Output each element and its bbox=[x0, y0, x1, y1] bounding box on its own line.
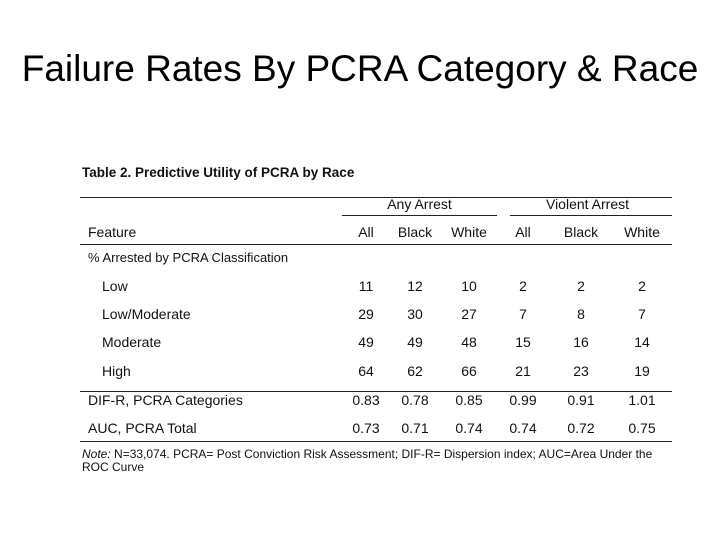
table-cell: 0.74 bbox=[455, 420, 483, 436]
table-cell: 21 bbox=[515, 363, 531, 379]
any-arrest-rule bbox=[342, 215, 497, 216]
table-cell: 23 bbox=[573, 363, 589, 379]
group-header-violent-arrest: Violent Arrest bbox=[545, 196, 629, 212]
feature-header: Feature bbox=[88, 224, 137, 240]
bottom-rule bbox=[80, 441, 672, 442]
table-cell: 0.72 bbox=[567, 420, 595, 436]
results-table: Table 2. Predictive Utility of PCRA by R… bbox=[80, 165, 672, 480]
table-cell: 0.99 bbox=[509, 392, 537, 408]
table-cell: 0.73 bbox=[352, 420, 380, 436]
table-cell: 2 bbox=[519, 278, 527, 294]
table-cell: 16 bbox=[573, 334, 589, 350]
table-cell: 11 bbox=[358, 278, 374, 294]
table-cell: 49 bbox=[407, 334, 423, 350]
table-cell: 12 bbox=[407, 278, 423, 294]
table-cell: 2 bbox=[638, 278, 646, 294]
table-cell: 7 bbox=[519, 306, 527, 322]
table-cell: 1.01 bbox=[628, 392, 656, 408]
table-cell: 0.74 bbox=[509, 420, 537, 436]
table-cell: 0.71 bbox=[401, 420, 429, 436]
table-cell: 48 bbox=[461, 334, 477, 350]
table-cell: 29 bbox=[358, 306, 374, 322]
row-label: Low bbox=[102, 278, 128, 294]
column-header: All bbox=[358, 224, 374, 240]
slide-title: Failure Rates By PCRA Category & Race bbox=[21, 48, 699, 89]
table-cell: 2 bbox=[577, 278, 585, 294]
table-cell: 64 bbox=[358, 363, 374, 379]
table-cell: 27 bbox=[461, 306, 477, 322]
note-label: Note: bbox=[82, 447, 111, 461]
table-cell: 0.83 bbox=[352, 392, 380, 408]
note-text: N=33,074. PCRA= Post Conviction Risk Ass… bbox=[82, 447, 653, 474]
top-rule bbox=[80, 197, 672, 198]
table-cell: 7 bbox=[638, 306, 646, 322]
table-cell: 0.78 bbox=[401, 392, 429, 408]
table-cell: 14 bbox=[634, 334, 650, 350]
mid-rule bbox=[80, 391, 672, 392]
violent-arrest-rule bbox=[510, 215, 672, 216]
column-header: Black bbox=[397, 224, 433, 240]
table-cell: 62 bbox=[407, 363, 423, 379]
row-label: Moderate bbox=[102, 334, 162, 350]
header-rule bbox=[80, 244, 672, 245]
table-cell: 0.75 bbox=[628, 420, 656, 436]
column-header: White bbox=[451, 224, 487, 240]
table-cell: 19 bbox=[634, 363, 650, 379]
table-cell: 30 bbox=[407, 306, 423, 322]
column-header: All bbox=[515, 224, 531, 240]
group-header-any-arrest: Any Arrest bbox=[387, 196, 452, 212]
table-caption: Table 2. Predictive Utility of PCRA by R… bbox=[82, 165, 355, 180]
table-cell: 8 bbox=[577, 306, 585, 322]
row-label: Low/Moderate bbox=[102, 306, 191, 322]
row-label: AUC, PCRA Total bbox=[88, 420, 197, 436]
column-header: Black bbox=[563, 224, 599, 240]
table-cell: 0.85 bbox=[455, 392, 483, 408]
section-header: % Arrested by PCRA Classification bbox=[88, 250, 289, 265]
table-cell: 10 bbox=[461, 278, 477, 294]
table-cell: 15 bbox=[515, 334, 531, 350]
row-label: High bbox=[102, 363, 131, 379]
row-label: DIF-R, PCRA Categories bbox=[88, 392, 243, 408]
table-note: Note: N=33,074. PCRA= Post Conviction Ri… bbox=[82, 448, 672, 474]
column-header: White bbox=[624, 224, 660, 240]
table-cell: 49 bbox=[358, 334, 374, 350]
table-cell: 0.91 bbox=[567, 392, 595, 408]
table-cell: 66 bbox=[461, 363, 477, 379]
